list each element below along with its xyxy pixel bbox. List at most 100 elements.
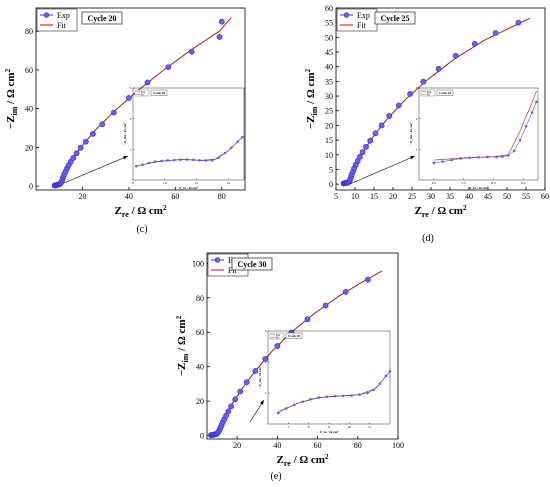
y-tick-label: 40: [325, 63, 333, 72]
y-tick-label: 0: [329, 180, 333, 189]
exp-point: [395, 102, 402, 109]
inset-label-box: [436, 89, 454, 96]
x-tick-label: 60: [171, 192, 179, 201]
exp-point: [243, 379, 250, 386]
inset-exp-point: [141, 163, 144, 166]
inset-frame: [418, 87, 539, 181]
inset-exp-point: [450, 158, 453, 162]
exp-point: [359, 149, 366, 155]
inset-exp-point: [530, 111, 534, 114]
inset-exp-point: [524, 125, 528, 128]
inset-frame: [132, 87, 245, 181]
y-tick-label: 80: [25, 27, 33, 36]
inset-x-tick-label: 9: [328, 425, 330, 429]
x-tick-label: 60: [541, 192, 549, 201]
inset-y-tick-label: 1: [130, 148, 132, 152]
inset-legend-exp-label: Exp: [276, 334, 281, 337]
inset-x-tick-label: 14: [226, 181, 230, 185]
x-tick-label: 80: [218, 192, 226, 201]
y-tick-label: 40: [25, 105, 33, 114]
inset-exp-point: [172, 158, 176, 162]
exp-point: [237, 388, 244, 395]
legend-exp-marker: [43, 12, 50, 18]
legend-fit-label: Fit: [57, 21, 67, 30]
exp-point: [342, 288, 349, 295]
inset-exp-point: [388, 370, 392, 373]
inset-x-tick-label: 7: [287, 425, 289, 429]
inset-exp-point: [477, 156, 480, 159]
inset-label-box: [285, 332, 303, 339]
exp-point: [144, 79, 151, 86]
inset-exp-point: [317, 396, 321, 399]
inset-exp-point: [432, 161, 436, 165]
inset-x-tick-label: 6.5: [432, 181, 437, 185]
inset-exp-point: [378, 382, 382, 385]
inset-y-tick-label: 2: [265, 360, 267, 364]
inset-y-tick-label: 3: [416, 86, 418, 90]
x-axis-label: Zre / Ω cm2: [277, 453, 329, 468]
exp-point: [367, 137, 374, 144]
y-tick-label: 60: [325, 4, 333, 13]
cycle-label: Cycle 20: [87, 14, 116, 23]
exp-point: [77, 144, 84, 151]
inset-exp-point: [441, 160, 445, 163]
inset-exp-point: [166, 159, 170, 162]
inset-x-tick-label: 12: [195, 181, 199, 185]
inset-exp-point: [495, 155, 498, 159]
inset-legend-exp-label: Exp: [427, 91, 432, 94]
panel-e: 20 40 60 80 100 0 20 40 60 80 100 Zre / Ω cm2 −Zim /…: [175, 252, 404, 482]
inset-y-tick-label: 3: [130, 86, 132, 90]
exp-point: [407, 91, 413, 97]
exp-point: [218, 18, 225, 25]
fit-curve: [210, 270, 383, 436]
inset-exp-point: [535, 100, 538, 104]
plot-c: 20 40 60 80 0 20 40 60 80 Zre / Ω cm2 −Zim / Ω cm2…: [4, 7, 246, 219]
x-axis-label: Zre / Ω cm2: [115, 204, 167, 219]
exp-point: [452, 52, 459, 59]
inset-legend-exp-label: Exp: [141, 91, 146, 94]
legend-exp-marker: [343, 12, 350, 18]
x-tick-label: 40: [273, 441, 281, 450]
inset-exp-line: [278, 371, 391, 414]
inset-exp-point: [512, 149, 516, 153]
inset-legend-fit-label: Fit: [276, 336, 279, 339]
x-tick-label: 5: [334, 192, 338, 201]
y-axis-label: −Zim / Ω cm2: [4, 68, 19, 129]
inset-x-tick-label: 11: [368, 425, 372, 429]
inset-fit-curve: [433, 90, 537, 161]
inset-exp-point: [192, 158, 195, 162]
cycle-label: Cycle 25: [380, 14, 409, 23]
inset-exp-line: [136, 136, 243, 167]
cycle-label-box: [231, 257, 273, 271]
inset-arrow-head: [123, 156, 128, 160]
inset-arrow-head: [410, 156, 415, 160]
x-tick-label: 20: [78, 192, 86, 201]
plot-d: 5 10 15 20 25 30 35 40 45 50 55 6005101520253035404…: [304, 4, 549, 219]
x-tick-label: 10: [351, 192, 359, 201]
exp-point: [99, 121, 106, 128]
inset-exp-point: [384, 374, 388, 378]
inset-arrow-head: [260, 400, 264, 405]
exp-point: [232, 396, 238, 403]
exp-point: [125, 95, 132, 101]
cycle-label-box: [81, 11, 123, 25]
exp-point: [216, 34, 223, 40]
y-tick-label: 20: [25, 143, 33, 152]
y-tick-label: 60: [25, 66, 33, 75]
y-tick-label: 60: [196, 328, 204, 337]
inset-cycle-label: Cycle 25: [439, 91, 452, 95]
inset-exp-point: [179, 158, 182, 162]
caption-c: (c): [136, 224, 147, 235]
legend-exp-marker: [214, 257, 221, 263]
exp-point: [228, 403, 234, 410]
inset-exp-point: [358, 393, 361, 396]
inset-x-axis-label: Z_re / Ω cm²: [179, 186, 198, 190]
y-axis-label: −Zim / Ω cm2: [304, 68, 319, 129]
x-tick-label: 55: [522, 192, 530, 201]
inset-exp-point: [350, 394, 353, 397]
inset-exp-point: [160, 159, 163, 163]
x-tick-label: 20: [389, 192, 397, 201]
inset-exp-point: [241, 135, 244, 139]
inset-arrow: [349, 155, 416, 185]
